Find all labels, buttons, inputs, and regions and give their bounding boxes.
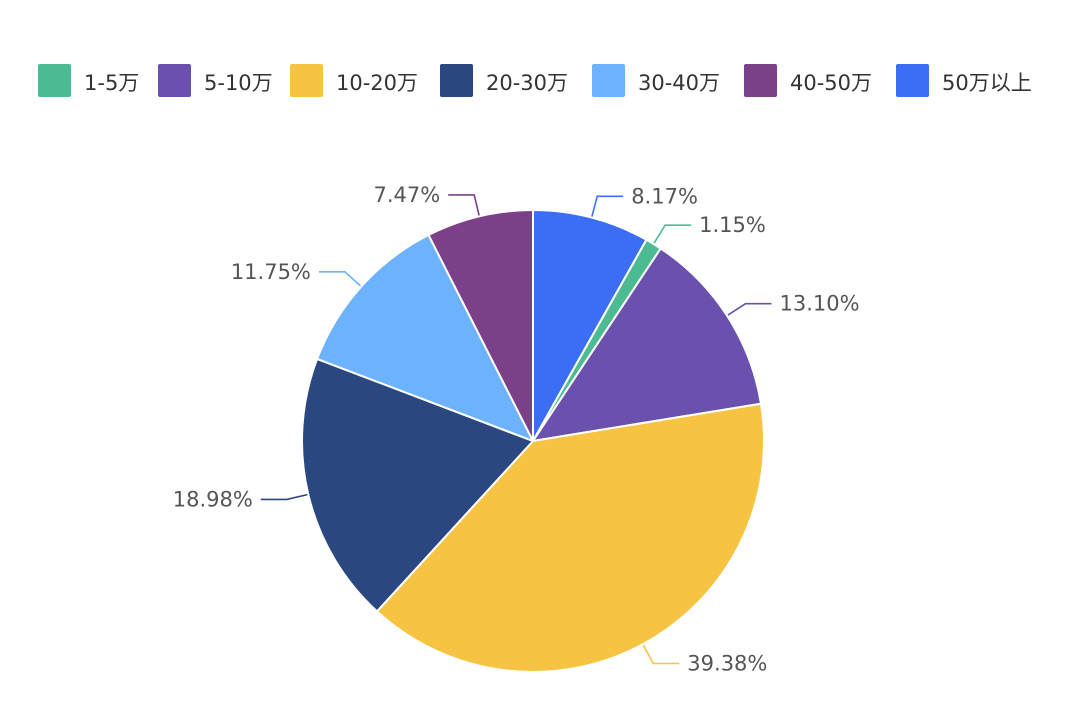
legend-item[interactable]: 40-50万: [744, 64, 872, 97]
legend-label: 40-50万: [790, 71, 872, 95]
leader-line: [727, 302, 772, 316]
legend-item[interactable]: 10-20万: [290, 64, 418, 97]
slice-value-label: 13.10%: [780, 292, 860, 316]
slice-value-label: 7.47%: [373, 183, 440, 207]
pie-slice: [532, 247, 762, 442]
pie-slice: [316, 233, 534, 442]
slice-value-label: 1.15%: [699, 213, 766, 237]
legend-swatch: [38, 64, 71, 97]
slice-value-label: 39.38%: [687, 652, 767, 676]
pie-slice: [532, 209, 648, 442]
legend-swatch: [896, 64, 929, 97]
pie-slices: [301, 209, 765, 673]
pie-slice: [301, 357, 534, 613]
legend-label: 50万以上: [942, 71, 1032, 95]
leader-line: [591, 195, 624, 217]
legend-swatch: [592, 64, 625, 97]
leader-line: [653, 224, 692, 244]
legend: 1-5万 5-10万 10-20万 20-30万 30-40万 40-50万 50万以上: [38, 64, 1032, 97]
legend-swatch: [290, 64, 323, 97]
pie-slice: [427, 209, 534, 442]
legend-item[interactable]: 5-10万: [158, 64, 273, 97]
slice-value-label: 8.17%: [631, 184, 698, 208]
legend-label: 10-20万: [336, 71, 418, 95]
legend-label: 20-30万: [486, 71, 568, 95]
leader-line: [642, 644, 680, 665]
leader-line: [318, 270, 362, 287]
leader-line: [448, 194, 480, 216]
legend-label: 30-40万: [638, 71, 720, 95]
slice-value-label: 11.75%: [231, 260, 311, 284]
slice-value-label: 18.98%: [173, 487, 253, 511]
legend-swatch: [440, 64, 473, 97]
legend-swatch: [744, 64, 777, 97]
legend-item[interactable]: 50万以上: [896, 64, 1032, 97]
slice-labels: 8.17%1.15% 13.10% 39.38% 18.98% 11.75% 7.47%: [173, 183, 860, 676]
legend-item[interactable]: 20-30万: [440, 64, 568, 97]
legend-label: 5-10万: [204, 71, 273, 95]
leader-line: [260, 493, 308, 501]
legend-item[interactable]: 1-5万: [38, 64, 139, 97]
legend-label: 1-5万: [84, 71, 139, 95]
legend-item[interactable]: 30-40万: [592, 64, 720, 97]
leader-lines: [260, 194, 772, 665]
pie-slice: [376, 402, 765, 673]
legend-swatch: [158, 64, 191, 97]
